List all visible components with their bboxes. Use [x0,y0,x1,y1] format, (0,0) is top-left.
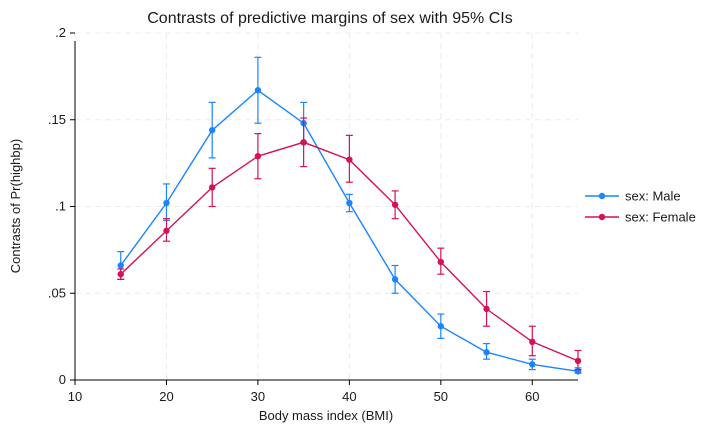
data-point [117,270,124,278]
data-point [437,258,445,266]
data-point [391,201,399,208]
x-tick-label: 50 [434,389,448,404]
axes: 0 .05 .1 .15 .2 10 20 30 40 50 60 [48,25,578,404]
data-point [163,199,170,207]
data-point [254,87,262,94]
legend-swatch-marker [598,192,606,200]
legend-swatch-marker [598,213,606,221]
x-tick-label: 30 [251,389,265,404]
data-point [208,184,216,191]
x-tick-label: 10 [68,389,82,404]
data-point [483,305,490,313]
y-tick-label: .15 [48,112,66,127]
series-female [117,117,582,371]
data-point [574,357,582,365]
x-tick-label: 20 [159,389,173,404]
legend: sex: Male sex: Female [585,189,696,225]
x-tick-label: 40 [342,389,356,404]
data-point [117,262,124,269]
data-point [208,126,216,134]
y-axis-label: Contrasts of Pr(highbp) [8,139,23,273]
y-tick-label: .05 [48,285,66,300]
data-point [163,227,170,234]
legend-item: sex: Male [585,189,681,204]
chart-title: Contrasts of predictive margins of sex w… [147,10,512,27]
data-point [254,152,262,160]
x-axis-label: Body mass index (BMI) [259,408,393,423]
data-point [346,156,353,163]
data-point [483,349,490,356]
x-tick-label: 60 [525,389,539,404]
data-point [529,338,536,346]
series-layer [117,56,582,375]
legend-item: sex: Female [585,210,696,225]
y-tick-label: 0 [59,372,66,387]
data-point [437,323,445,330]
y-tick-label: .2 [55,25,66,40]
data-point [346,199,353,207]
y-tick-label: .1 [55,199,66,214]
data-point [300,139,307,146]
legend-label: sex: Female [625,210,696,225]
data-point [391,276,399,283]
data-point [529,361,536,368]
legend-label: sex: Male [625,189,681,204]
